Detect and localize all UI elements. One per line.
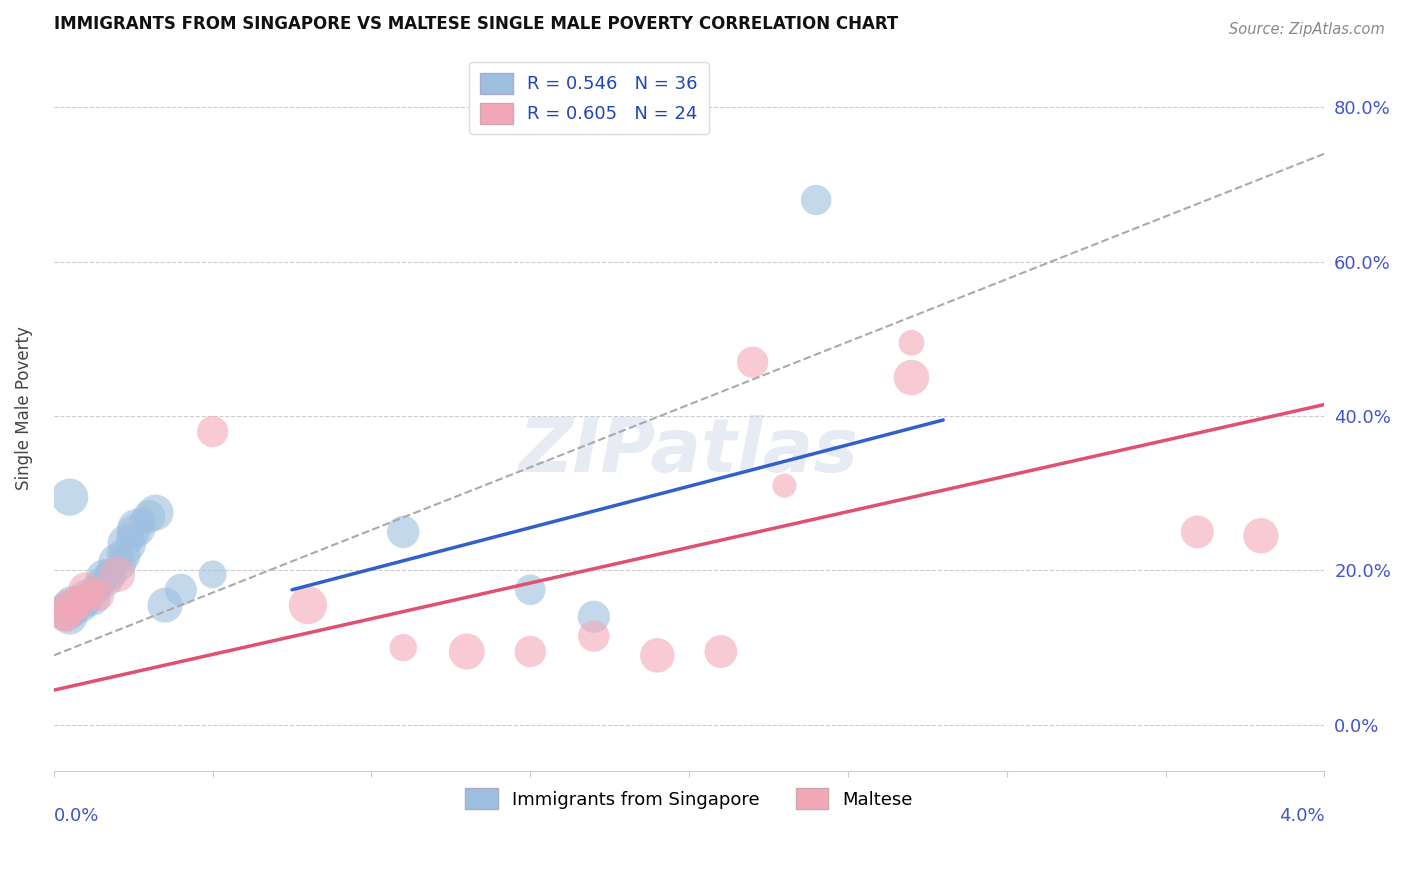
Point [710, 644, 733, 658]
Point [297, 598, 319, 612]
Point [84, 582, 107, 597]
Point [55, 609, 77, 624]
Point [87, 588, 110, 602]
Point [97, 567, 120, 582]
Point [115, 536, 138, 550]
Point [80, 591, 103, 605]
Point [87, 579, 110, 593]
Point [1250, 529, 1272, 543]
Point [900, 335, 922, 350]
Point [647, 648, 669, 663]
Y-axis label: Single Male Poverty: Single Male Poverty [15, 326, 32, 491]
Point [582, 609, 605, 624]
Point [125, 521, 148, 535]
Point [100, 567, 122, 582]
Text: Source: ZipAtlas.com: Source: ZipAtlas.com [1229, 22, 1385, 37]
Point [59, 598, 82, 612]
Point [120, 533, 142, 547]
Point [59, 602, 82, 616]
Point [59, 609, 82, 624]
Text: 4.0%: 4.0% [1279, 807, 1324, 825]
Point [90, 575, 112, 590]
Point [138, 509, 160, 524]
Point [105, 556, 128, 570]
Text: ZIPatlas: ZIPatlas [519, 416, 859, 489]
Point [62, 602, 84, 616]
Point [804, 193, 827, 207]
Point [201, 567, 224, 582]
Point [170, 582, 193, 597]
Point [105, 567, 128, 582]
Point [132, 513, 155, 527]
Point [112, 548, 135, 562]
Point [75, 591, 97, 605]
Point [122, 524, 145, 539]
Point [62, 604, 84, 618]
Point [59, 490, 82, 504]
Point [110, 552, 132, 566]
Point [392, 640, 415, 655]
Point [145, 506, 167, 520]
Point [62, 598, 84, 612]
Point [65, 598, 87, 612]
Point [75, 582, 97, 597]
Point [519, 582, 541, 597]
Point [67, 598, 90, 612]
Point [75, 594, 97, 608]
Point [392, 524, 415, 539]
Point [72, 600, 94, 615]
Point [201, 425, 224, 439]
Point [65, 596, 87, 610]
Point [52, 606, 75, 620]
Point [582, 629, 605, 643]
Point [456, 644, 478, 658]
Text: IMMIGRANTS FROM SINGAPORE VS MALTESE SINGLE MALE POVERTY CORRELATION CHART: IMMIGRANTS FROM SINGAPORE VS MALTESE SIN… [53, 15, 898, 33]
Point [741, 355, 763, 369]
Point [93, 571, 115, 585]
Point [519, 644, 541, 658]
Point [900, 370, 922, 384]
Point [80, 587, 103, 601]
Legend: Immigrants from Singapore, Maltese: Immigrants from Singapore, Maltese [458, 781, 921, 816]
Text: 0.0%: 0.0% [53, 807, 100, 825]
Point [773, 478, 796, 492]
Point [52, 598, 75, 612]
Point [67, 594, 90, 608]
Point [153, 598, 176, 612]
Point [1187, 524, 1209, 539]
Point [55, 606, 77, 620]
